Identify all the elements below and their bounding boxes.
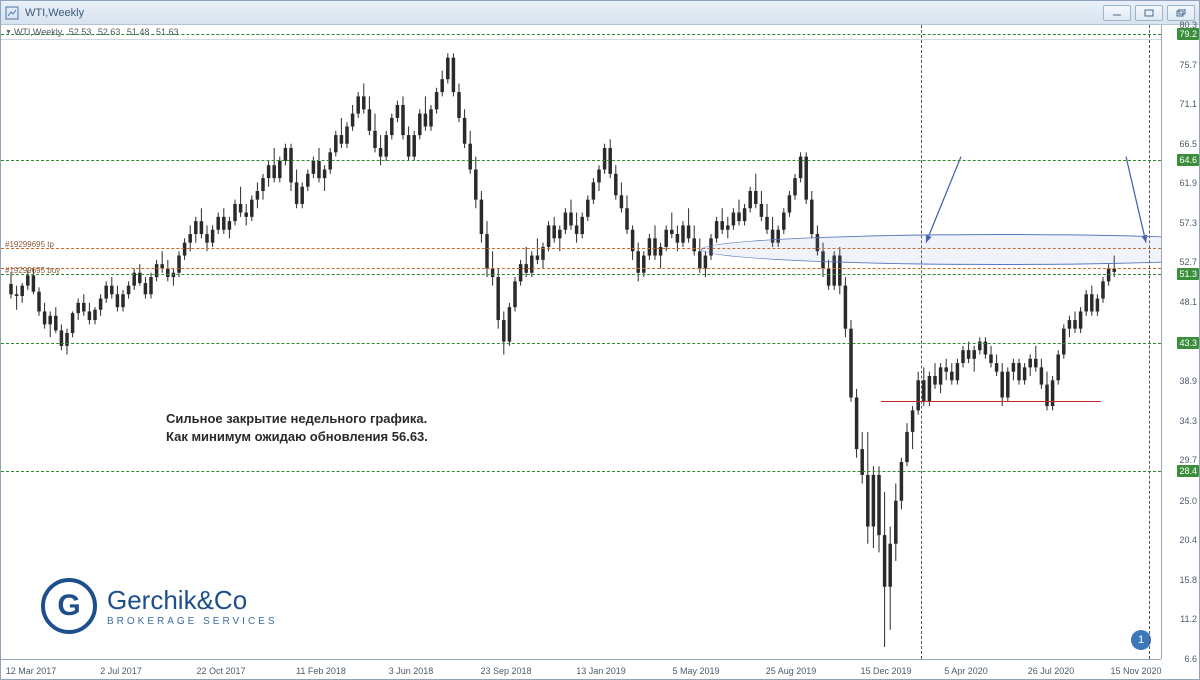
y-badge: 28.4 bbox=[1177, 465, 1199, 477]
annotation-text: Сильное закрытие недельного графика. Как… bbox=[166, 410, 428, 445]
y-tick: 25.0 bbox=[1179, 496, 1197, 506]
minimize-button[interactable] bbox=[1103, 5, 1131, 21]
y-tick: 38.9 bbox=[1179, 376, 1197, 386]
y-tick: 57.3 bbox=[1179, 218, 1197, 228]
x-tick: 3 Jun 2018 bbox=[389, 666, 434, 676]
v-line bbox=[1149, 25, 1150, 659]
logo-brand: Gerchik&Co bbox=[107, 585, 278, 616]
x-tick: 15 Dec 2019 bbox=[860, 666, 911, 676]
title-bar: WTI,Weekly bbox=[1, 1, 1199, 25]
y-badge: 79.2 bbox=[1177, 28, 1199, 40]
candles-layer bbox=[1, 25, 1161, 659]
x-tick: 22 Oct 2017 bbox=[196, 666, 245, 676]
line-label: #19299695 tp bbox=[5, 240, 54, 249]
x-axis: 12 Mar 2017 2 Jul 2017 22 Oct 2017 11 Feb 2… bbox=[1, 659, 1161, 679]
x-tick: 25 Aug 2019 bbox=[766, 666, 817, 676]
y-tick: 20.4 bbox=[1179, 535, 1197, 545]
y-axis: 80.375.771.166.561.957.352.748.143.538.9… bbox=[1161, 25, 1199, 659]
chart-icon bbox=[5, 6, 19, 20]
y-badge: 51.3 bbox=[1177, 268, 1199, 280]
y-tick: 75.7 bbox=[1179, 60, 1197, 70]
restore-button[interactable] bbox=[1167, 5, 1195, 21]
x-tick: 15 Nov 2020 bbox=[1110, 666, 1161, 676]
logo-tag: BROKERAGE SERVICES bbox=[107, 616, 278, 627]
y-badge: 64.6 bbox=[1177, 154, 1199, 166]
window-title: WTI,Weekly bbox=[25, 7, 84, 19]
chart-window: WTI,Weekly ▼ WTI,Weekly 52.53 52.63 51.4… bbox=[0, 0, 1200, 680]
line-label: #19299695 buy bbox=[5, 266, 60, 275]
h-level-line bbox=[1, 268, 1161, 269]
annotation-line2: Как минимум ожидаю обновления 56.63. bbox=[166, 428, 428, 446]
y-tick: 48.1 bbox=[1179, 297, 1197, 307]
annotation-line1: Сильное закрытие недельного графика. bbox=[166, 410, 428, 428]
y-tick: 34.3 bbox=[1179, 416, 1197, 426]
y-tick: 61.9 bbox=[1179, 178, 1197, 188]
y-tick: 66.5 bbox=[1179, 139, 1197, 149]
x-tick: 12 Mar 2017 bbox=[6, 666, 57, 676]
plot[interactable]: ▼ WTI,Weekly 52.53 52.63 51.48 51.63 Сил… bbox=[1, 25, 1161, 659]
h-level-line bbox=[1, 160, 1161, 161]
x-tick: 13 Jan 2019 bbox=[576, 666, 626, 676]
y-badge: 43.3 bbox=[1177, 337, 1199, 349]
y-tick: 71.1 bbox=[1179, 99, 1197, 109]
pager-badge[interactable]: 1 bbox=[1131, 630, 1151, 650]
x-tick: 2 Jul 2017 bbox=[100, 666, 142, 676]
chart-area[interactable]: ▼ WTI,Weekly 52.53 52.63 51.48 51.63 Сил… bbox=[1, 25, 1199, 679]
h-level-line bbox=[1, 343, 1161, 344]
h-level-line bbox=[1, 274, 1161, 275]
x-tick: 23 Sep 2018 bbox=[480, 666, 531, 676]
broker-logo: G Gerchik&Co BROKERAGE SERVICES bbox=[41, 578, 278, 634]
support-line bbox=[881, 401, 1101, 402]
y-tick: 29.7 bbox=[1179, 455, 1197, 465]
logo-mark: G bbox=[41, 578, 97, 634]
h-level-line bbox=[1, 34, 1161, 35]
x-tick: 26 Jul 2020 bbox=[1028, 666, 1075, 676]
maximize-button[interactable] bbox=[1135, 5, 1163, 21]
y-tick: 6.6 bbox=[1184, 654, 1197, 664]
y-tick: 11.2 bbox=[1180, 614, 1197, 624]
y-tick: 15.8 bbox=[1179, 575, 1197, 585]
x-tick: 5 Apr 2020 bbox=[944, 666, 988, 676]
y-tick: 52.7 bbox=[1179, 257, 1197, 267]
x-tick: 5 May 2019 bbox=[672, 666, 719, 676]
x-tick: 11 Feb 2018 bbox=[296, 666, 346, 676]
v-line bbox=[921, 25, 922, 659]
h-level-line bbox=[1, 471, 1161, 472]
